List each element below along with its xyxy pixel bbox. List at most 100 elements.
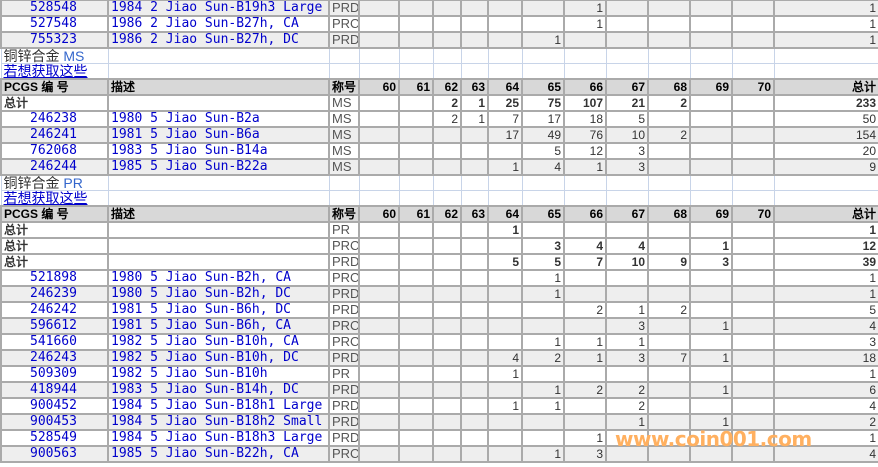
- get-these-link[interactable]: 若想获取这些: [0, 190, 109, 207]
- description-link[interactable]: 1980 5 Jiao Sun-B2a: [107, 110, 330, 128]
- description-link[interactable]: 1982 5 Jiao Sun-B10h: [107, 365, 330, 383]
- description-link[interactable]: 1983 5 Jiao Sun-B14h, DC: [107, 381, 330, 399]
- description-link[interactable]: 1982 5 Jiao Sun-B10h, CA: [107, 333, 330, 351]
- header-grade-66[interactable]: 66: [563, 205, 607, 223]
- header-grade-65[interactable]: 65: [521, 205, 565, 223]
- description-link[interactable]: 1980 5 Jiao Sun-B2h, CA: [107, 269, 330, 287]
- pcgs-number-link[interactable]: 900453: [0, 413, 109, 431]
- grade-count-60: [358, 413, 400, 431]
- header-grade-63[interactable]: 63: [460, 78, 489, 96]
- grade-count-61: [398, 301, 434, 319]
- description-link[interactable]: 1981 5 Jiao Sun-B6h, DC: [107, 301, 330, 319]
- description-link[interactable]: 1986 2 Jiao Sun-B27h, CA: [107, 15, 330, 33]
- pcgs-number-link[interactable]: 528549: [0, 429, 109, 447]
- grade-count-65: 4: [521, 158, 565, 176]
- empty-cell: [432, 47, 462, 64]
- total-count-66: 107: [563, 94, 607, 112]
- grade-count-63: [460, 445, 489, 463]
- pcgs-number-link[interactable]: 541660: [0, 333, 109, 351]
- grade-count-70: [731, 15, 775, 33]
- pcgs-number-link[interactable]: 521898: [0, 269, 109, 287]
- header-grade-67[interactable]: 67: [605, 205, 649, 223]
- grade-count-69: 1: [689, 381, 733, 399]
- description-link[interactable]: 1981 5 Jiao Sun-B6a: [107, 126, 330, 144]
- description-link[interactable]: 1984 5 Jiao Sun-B18h1 Large: [107, 397, 330, 415]
- header-grade-68[interactable]: 68: [647, 205, 691, 223]
- pcgs-number-link[interactable]: 900563: [0, 445, 109, 463]
- pcgs-number-link[interactable]: 596612: [0, 317, 109, 335]
- header-grade[interactable]: 称号: [328, 205, 360, 223]
- header-description[interactable]: 描述: [107, 78, 330, 96]
- description-link[interactable]: 1980 5 Jiao Sun-B2h, DC: [107, 285, 330, 303]
- empty-cell: [731, 47, 775, 64]
- pcgs-number-link[interactable]: 246239: [0, 285, 109, 303]
- header-grade-68[interactable]: 68: [647, 78, 691, 96]
- pcgs-number-link[interactable]: 509309: [0, 365, 109, 383]
- grade-count-67: 5: [605, 110, 649, 128]
- pcgs-number-link[interactable]: 418944: [0, 381, 109, 399]
- header-total[interactable]: 总计: [773, 205, 878, 223]
- pcgs-number-link[interactable]: 762068: [0, 142, 109, 160]
- description-link[interactable]: 1984 5 Jiao Sun-B18h3 Large: [107, 429, 330, 447]
- table-row: 755323 1986 2 Jiao Sun-B27h, DC PRD 1 1: [0, 31, 878, 49]
- total-count-69: [689, 221, 733, 239]
- grade-count-63: [460, 301, 489, 319]
- grade-count-63: [460, 333, 489, 351]
- header-grade-64[interactable]: 64: [487, 205, 523, 223]
- header-grade-60[interactable]: 60: [358, 78, 400, 96]
- header-grade-62[interactable]: 62: [432, 205, 462, 223]
- header-grade-62[interactable]: 62: [432, 78, 462, 96]
- pcgs-number-link[interactable]: 527548: [0, 15, 109, 33]
- header-grade-70[interactable]: 70: [731, 205, 775, 223]
- total-count-65: 3: [521, 237, 565, 255]
- header-grade-61[interactable]: 61: [398, 205, 434, 223]
- header-grade-69[interactable]: 69: [689, 205, 733, 223]
- description-link[interactable]: 1981 5 Jiao Sun-B6h, CA: [107, 317, 330, 335]
- total-count-62: 2: [432, 94, 462, 112]
- empty-cell: [487, 190, 523, 207]
- grade-count-63: 1: [460, 110, 489, 128]
- grade-count-63: [460, 158, 489, 176]
- header-grade-65[interactable]: 65: [521, 78, 565, 96]
- grade-count-67: [605, 365, 649, 383]
- description-link[interactable]: 1985 5 Jiao Sun-B22a: [107, 158, 330, 176]
- grade-count-65: 1: [521, 269, 565, 287]
- pcgs-number-link[interactable]: 246241: [0, 126, 109, 144]
- pcgs-number-link[interactable]: 246242: [0, 301, 109, 319]
- header-pcgs[interactable]: PCGS 编 号: [0, 205, 109, 223]
- pcgs-number-link[interactable]: 755323: [0, 31, 109, 49]
- header-grade-69[interactable]: 69: [689, 78, 733, 96]
- header-grade-67[interactable]: 67: [605, 78, 649, 96]
- header-grade[interactable]: 称号: [328, 78, 360, 96]
- description-link[interactable]: 1986 2 Jiao Sun-B27h, DC: [107, 31, 330, 49]
- pcgs-number-link[interactable]: 528548: [0, 0, 109, 17]
- header-grade-63[interactable]: 63: [460, 205, 489, 223]
- description-link[interactable]: 1984 2 Jiao Sun-B19h3 Large: [107, 0, 330, 17]
- empty-cell: [605, 63, 649, 80]
- header-total[interactable]: 总计: [773, 78, 878, 96]
- get-these-link[interactable]: 若想获取这些: [0, 63, 109, 80]
- grade-count-69: [689, 158, 733, 176]
- pcgs-number-link[interactable]: 900452: [0, 397, 109, 415]
- grade-count-70: [731, 381, 775, 399]
- header-grade-61[interactable]: 61: [398, 78, 434, 96]
- header-pcgs[interactable]: PCGS 编 号: [0, 78, 109, 96]
- grade-count-65: [521, 365, 565, 383]
- pcgs-number-link[interactable]: 246243: [0, 349, 109, 367]
- header-grade-70[interactable]: 70: [731, 78, 775, 96]
- header-grade-64[interactable]: 64: [487, 78, 523, 96]
- empty-cell: [107, 253, 330, 271]
- pcgs-number-link[interactable]: 246244: [0, 158, 109, 176]
- description-link[interactable]: 1982 5 Jiao Sun-B10h, DC: [107, 349, 330, 367]
- header-description[interactable]: 描述: [107, 205, 330, 223]
- description-link[interactable]: 1983 5 Jiao Sun-B14a: [107, 142, 330, 160]
- header-grade-66[interactable]: 66: [563, 78, 607, 96]
- pcgs-number-link[interactable]: 246238: [0, 110, 109, 128]
- table-row: 541660 1982 5 Jiao Sun-B10h, CA PRC 1 1 1 3: [0, 333, 878, 351]
- total-count-65: 75: [521, 94, 565, 112]
- row-total: 4: [773, 397, 878, 415]
- table-row: 528549 1984 5 Jiao Sun-B18h3 Large PRD 1 1: [0, 429, 878, 447]
- header-grade-60[interactable]: 60: [358, 205, 400, 223]
- description-link[interactable]: 1984 5 Jiao Sun-B18h2 Small: [107, 413, 330, 431]
- description-link[interactable]: 1985 5 Jiao Sun-B22h, CA: [107, 445, 330, 463]
